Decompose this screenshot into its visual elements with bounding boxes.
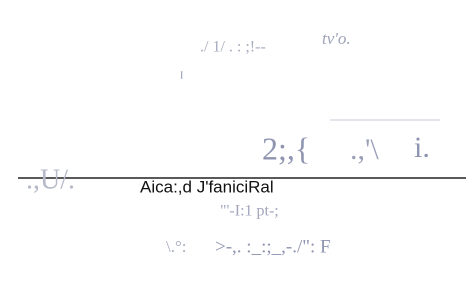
page: {"fragments": { "top_left": "./ 1/ . : ;… [0, 0, 466, 296]
big-bracket-text: .,'\ [350, 133, 379, 166]
big-mid-text: 2;,{ [262, 130, 310, 166]
lower-text: >-,. :_:;_,-./": F [215, 236, 331, 257]
big-right-text: i. [414, 131, 430, 164]
lower-left-text: \.°: [166, 237, 187, 256]
small-mark: I [180, 70, 183, 81]
top-left-text: ./ 1/ . : ;!-- [200, 39, 266, 56]
top-right-text: tv'o. [322, 29, 351, 48]
big-left-text: .,U/. [26, 164, 75, 195]
caption: Aica:,d J'faniciRal [140, 177, 274, 196]
under-caption-text: "'-I:1 pt-; [220, 203, 279, 220]
screenshot: ./ 1/ . : ;!-- tv'o. I .,U/. 2;,{ .,'\ i… [0, 0, 466, 296]
